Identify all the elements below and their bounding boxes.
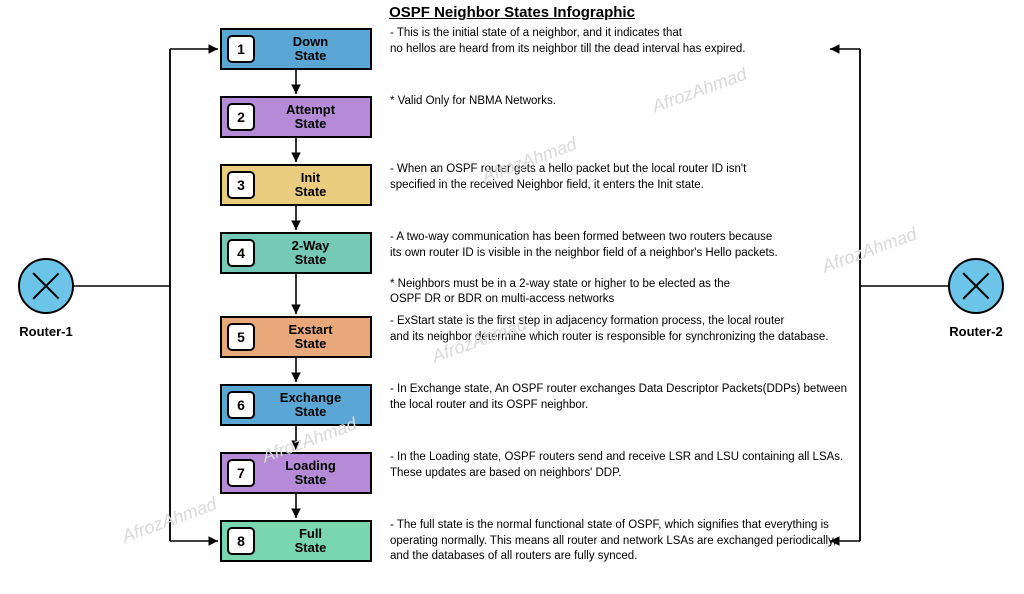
state-number: 7 <box>227 459 255 487</box>
router-right: Router-2 <box>948 258 1004 339</box>
state-number: 3 <box>227 171 255 199</box>
router-right-label: Router-2 <box>948 324 1004 339</box>
state-desc-5: - ExStart state is the first step in adj… <box>390 314 829 345</box>
page-title: OSPF Neighbor States Infographic <box>0 4 1024 21</box>
state-name: ExchangeState <box>255 391 370 420</box>
state-number: 2 <box>227 103 255 131</box>
state-box-3: 3InitState <box>220 164 372 206</box>
state-number: 1 <box>227 35 255 63</box>
watermark: AfrozAhmad <box>649 64 749 118</box>
state-box-6: 6ExchangeState <box>220 384 372 426</box>
state-box-7: 7LoadingState <box>220 452 372 494</box>
state-box-8: 8FullState <box>220 520 372 562</box>
state-box-1: 1DownState <box>220 28 372 70</box>
state-box-5: 5ExstartState <box>220 316 372 358</box>
state-box-2: 2AttemptState <box>220 96 372 138</box>
state-name: InitState <box>255 171 370 200</box>
router-left-label: Router-1 <box>18 324 74 339</box>
router-icon <box>948 258 1004 314</box>
state-number: 6 <box>227 391 255 419</box>
router-icon <box>18 258 74 314</box>
state-name: ExstartState <box>255 323 370 352</box>
state-desc-2: * Valid Only for NBMA Networks. <box>390 94 556 110</box>
state-desc-4: - A two-way communication has been forme… <box>390 230 778 308</box>
router-left: Router-1 <box>18 258 74 339</box>
state-name: FullState <box>255 527 370 556</box>
watermark: AfrozAhmad <box>119 494 219 548</box>
state-number: 5 <box>227 323 255 351</box>
state-name: LoadingState <box>255 459 370 488</box>
state-name: DownState <box>255 35 370 64</box>
state-desc-8: - The full state is the normal functiona… <box>390 518 836 565</box>
state-name: 2-WayState <box>255 239 370 268</box>
state-desc-1: - This is the initial state of a neighbo… <box>390 26 745 57</box>
state-desc-7: - In the Loading state, OSPF routers sen… <box>390 450 843 481</box>
state-number: 4 <box>227 239 255 267</box>
state-box-4: 42-WayState <box>220 232 372 274</box>
state-number: 8 <box>227 527 255 555</box>
state-desc-3: - When an OSPF router gets a hello packe… <box>390 162 746 193</box>
state-name: AttemptState <box>255 103 370 132</box>
watermark: AfrozAhmad <box>819 224 919 278</box>
state-desc-6: - In Exchange state, An OSPF router exch… <box>390 382 847 413</box>
